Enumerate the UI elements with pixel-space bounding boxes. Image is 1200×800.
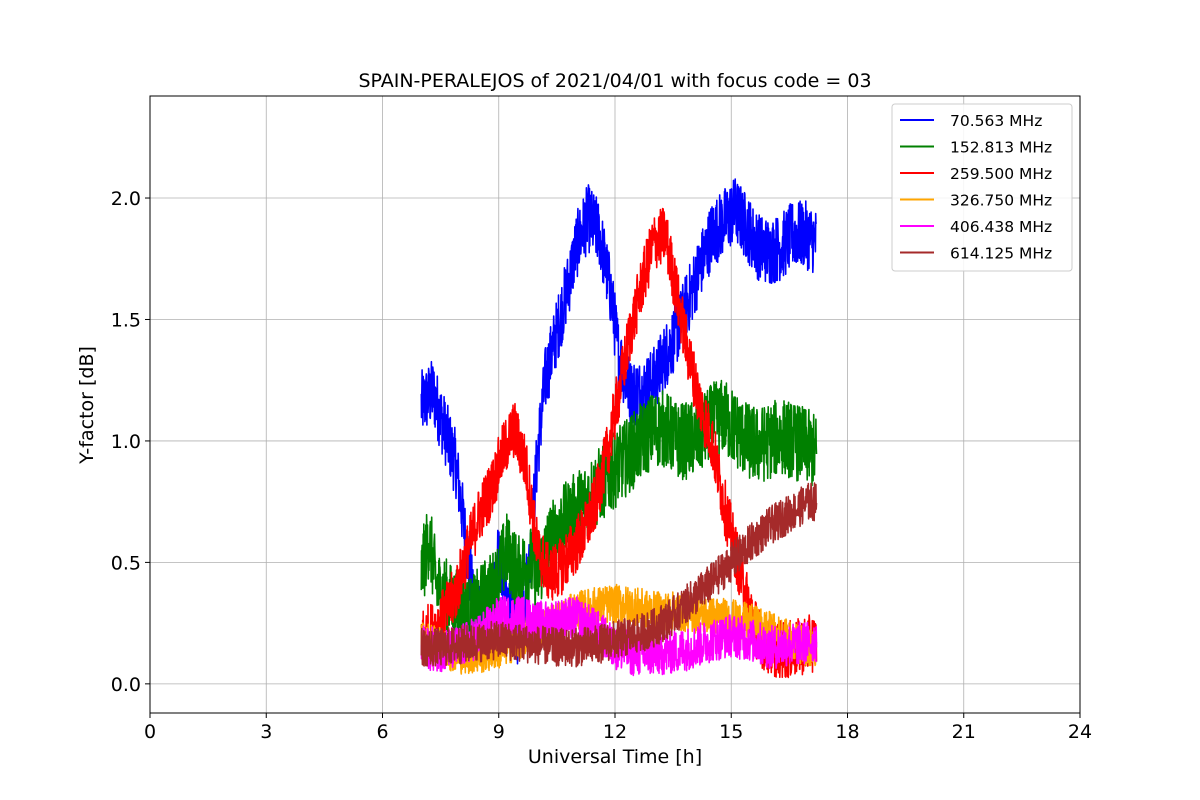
x-tick-label: 12	[603, 721, 627, 743]
y-tick-label: 0.5	[111, 552, 141, 574]
legend-entry: 259.500 MHz	[950, 165, 1052, 183]
series-line-2	[420, 207, 818, 679]
legend-entry: 152.813 MHz	[950, 139, 1052, 157]
series-line-4	[420, 595, 818, 677]
x-tick-label: 0	[144, 721, 156, 743]
x-axis-label: Universal Time [h]	[528, 746, 702, 768]
x-tick-label: 21	[952, 721, 976, 743]
y-tick-label: 1.5	[111, 309, 141, 331]
legend: 70.563 MHz 152.813 MHz 259.500 MHz 326.750 …	[891, 103, 1073, 272]
legend-entry: 614.125 MHz	[950, 245, 1052, 263]
x-tick-label: 6	[376, 721, 388, 743]
x-axis: 0 3 6 9 12 15 18 21 24	[144, 713, 1092, 743]
series-line-5	[420, 482, 818, 668]
y-tick-label: 1.0	[111, 431, 141, 453]
y-axis-label: Y-factor [dB]	[76, 346, 98, 465]
y-tick-label: 2.0	[111, 188, 141, 210]
y-axis: 0.0 0.5 1.0 1.5 2.0	[111, 188, 150, 696]
x-tick-label: 9	[493, 721, 505, 743]
chart-title: SPAIN-PERALEJOS of 2021/04/01 with focus…	[358, 70, 871, 92]
legend-entry: 326.750 MHz	[950, 192, 1052, 210]
legend-entry: 70.563 MHz	[950, 112, 1042, 130]
y-tick-label: 0.0	[111, 674, 141, 696]
legend-entry: 406.438 MHz	[950, 218, 1052, 236]
x-tick-label: 18	[835, 721, 859, 743]
legend-box	[891, 103, 1073, 272]
x-tick-label: 15	[719, 721, 743, 743]
x-tick-label: 24	[1068, 721, 1092, 743]
series-layer	[420, 178, 818, 679]
x-tick-label: 3	[260, 721, 272, 743]
